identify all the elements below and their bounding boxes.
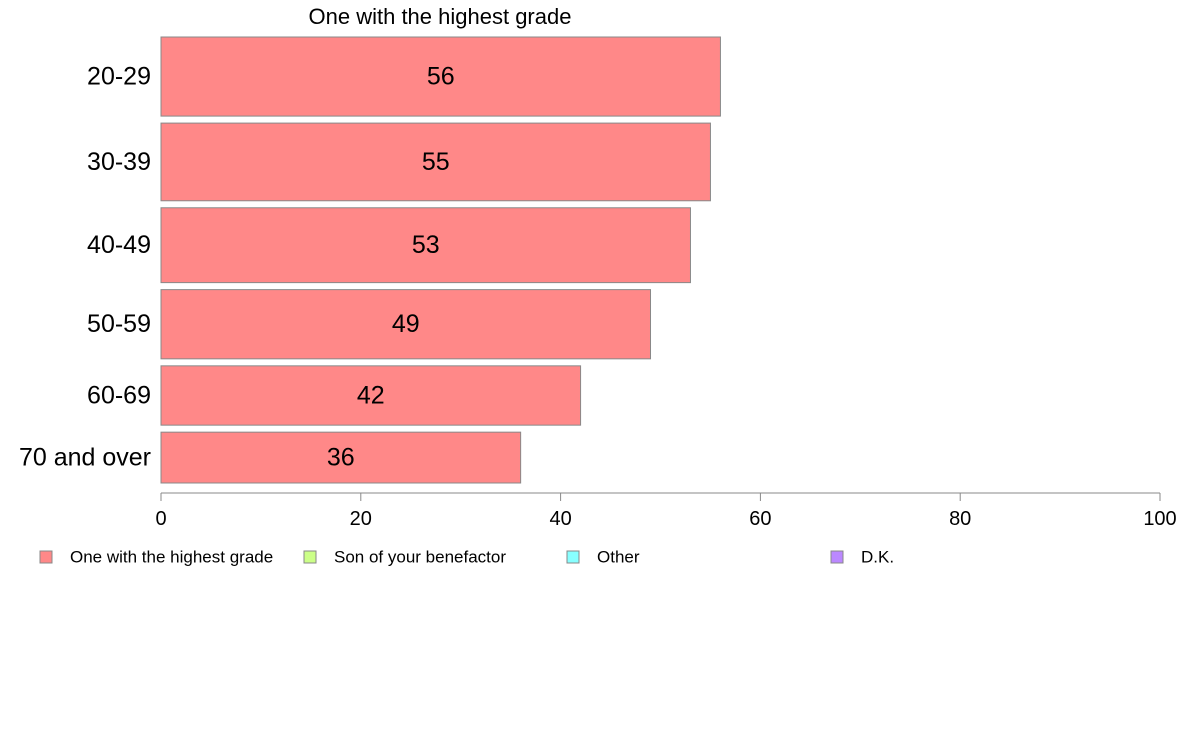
bar-50-59 <box>160 289 652 360</box>
legend-label-son-of-your-benefactor: Son of your benefactor <box>334 548 506 567</box>
bar-30-39 <box>160 122 711 202</box>
bar-60-69 <box>160 365 582 426</box>
legend-label-one-with-the-highest-grade: One with the highest grade <box>70 548 273 567</box>
legend-label-other: Other <box>597 548 640 567</box>
data-label-70-and-over: 36 <box>327 444 355 472</box>
data-label-60-69: 42 <box>357 381 385 409</box>
data-label-30-39: 55 <box>422 148 450 176</box>
bar-70-and-over <box>160 431 522 484</box>
x-axis: 0 20 40 60 80 100 <box>155 492 1177 530</box>
legend-swatch-son-of-your-benefactor <box>303 550 317 564</box>
x-tick-label-20: 20 <box>350 508 372 530</box>
category-label-30-39: 30-39 <box>87 148 151 176</box>
category-label-20-29: 20-29 <box>87 63 151 91</box>
x-tick-label-100: 100 <box>1143 508 1176 530</box>
data-label-40-49: 53 <box>412 231 440 259</box>
bar-20-29 <box>160 36 721 117</box>
data-label-50-59: 49 <box>392 310 420 338</box>
x-tick-label-80: 80 <box>949 508 971 530</box>
category-label-70-and-over: 70 and over <box>19 444 151 472</box>
data-label-20-29: 56 <box>427 63 455 91</box>
bars-group: 56 55 53 49 42 36 <box>160 36 721 484</box>
bar-40-49 <box>160 207 691 284</box>
legend: One with the highest grade Son of your be… <box>39 548 894 567</box>
legend-label-d-k: D.K. <box>861 548 894 567</box>
legend-swatch-d-k <box>830 550 844 564</box>
chart-title: One with the highest grade <box>309 4 572 29</box>
category-label-60-69: 60-69 <box>87 381 151 409</box>
x-tick-label-0: 0 <box>155 508 166 530</box>
category-label-40-49: 40-49 <box>87 231 151 259</box>
x-tick-label-60: 60 <box>749 508 771 530</box>
legend-swatch-one-with-the-highest-grade <box>39 550 53 564</box>
legend-swatch-other <box>566 550 580 564</box>
category-label-50-59: 50-59 <box>87 310 151 338</box>
x-tick-label-40: 40 <box>549 508 571 530</box>
category-labels: 20-29 30-39 40-49 50-59 60-69 70 and over <box>19 63 151 472</box>
